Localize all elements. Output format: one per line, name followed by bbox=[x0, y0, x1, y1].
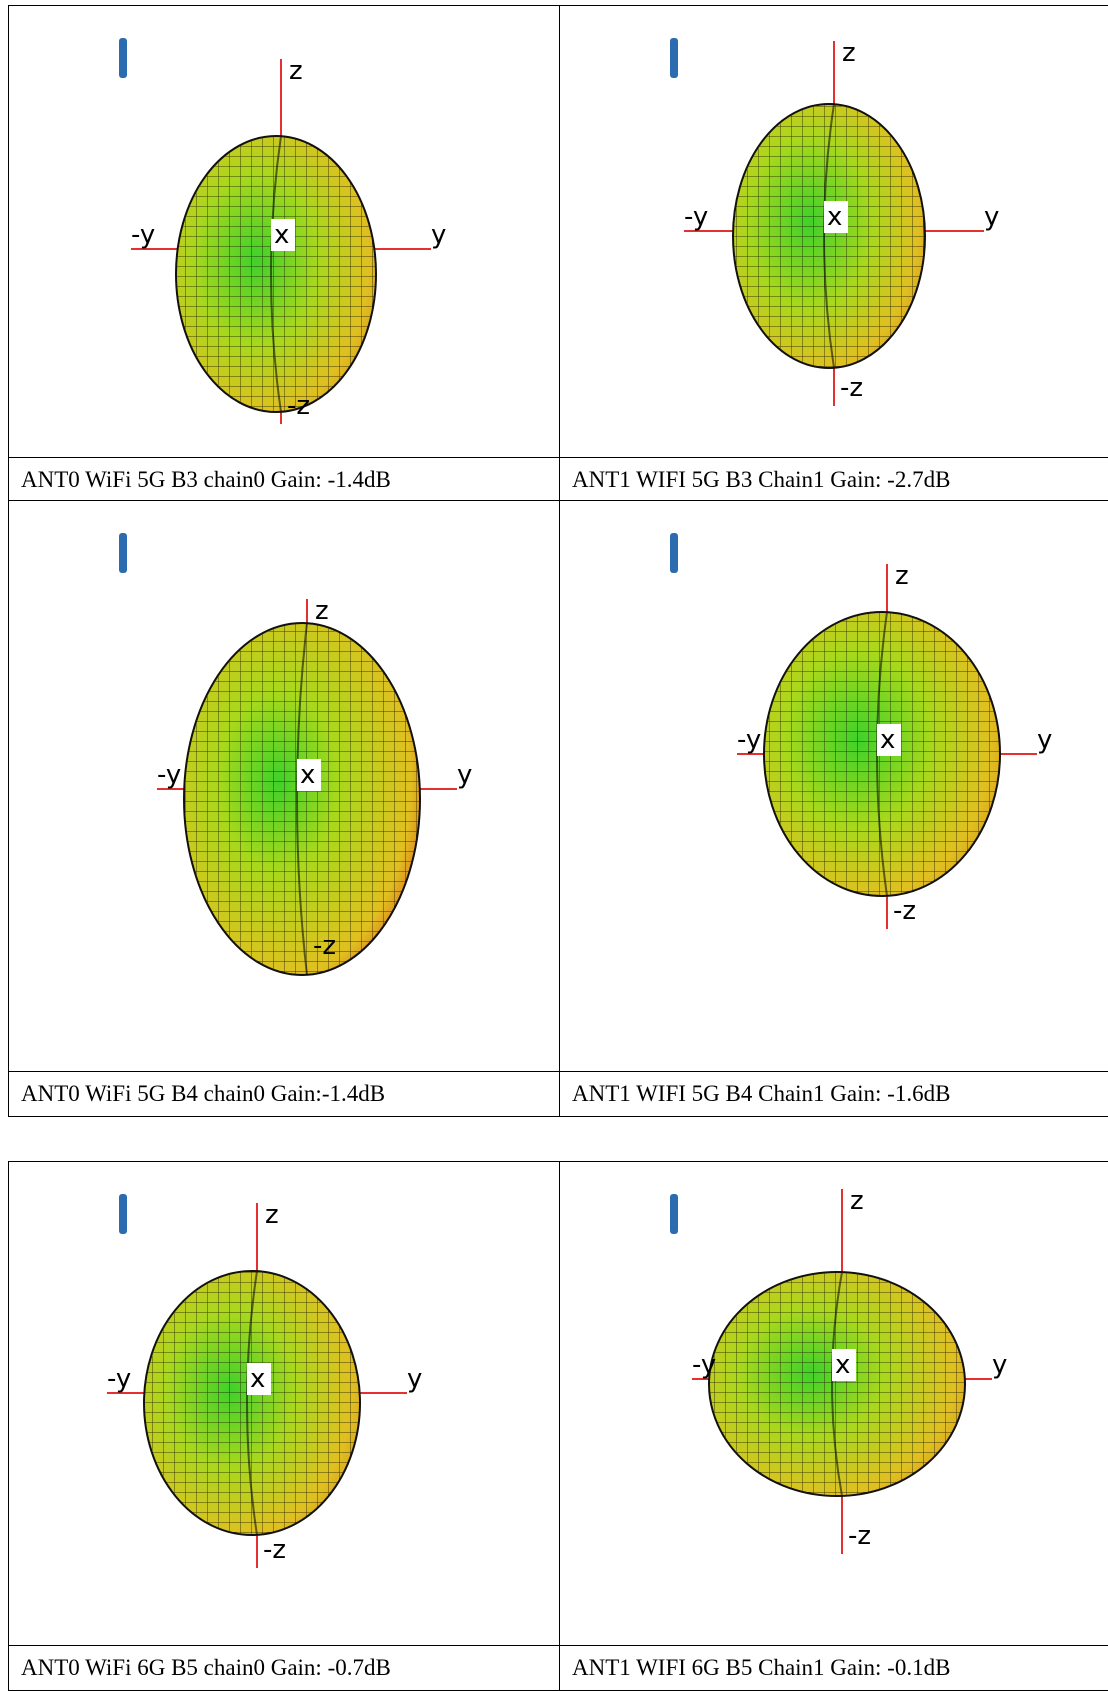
radiation-pattern: z -y y x -z bbox=[9, 1162, 560, 1646]
caption: ANT1 WIFI 6G B5 Chain1 Gain: -0.1dB bbox=[559, 1645, 1108, 1691]
axis-label: z bbox=[315, 596, 329, 626]
caption: ANT0 WiFi 6G B5 chain0 Gain: -0.7dB bbox=[8, 1645, 560, 1691]
axis-label: z bbox=[850, 1186, 864, 1216]
axis-label: -y bbox=[684, 202, 708, 232]
axis-label: z bbox=[895, 561, 909, 591]
plot-cell: z -y y x -z bbox=[559, 5, 1108, 458]
axis-label: -y bbox=[157, 760, 181, 790]
axis-label: -z bbox=[287, 391, 310, 421]
radiation-pattern: z -y y x -z bbox=[9, 501, 560, 1072]
plot-cell: z -y y x -z bbox=[559, 1161, 1108, 1646]
axis-label: x bbox=[250, 1364, 265, 1394]
antenna-icon bbox=[670, 533, 678, 573]
caption: ANT0 WiFi 5G B3 chain0 Gain: -1.4dB bbox=[8, 457, 560, 501]
antenna-icon bbox=[119, 38, 127, 78]
plot-cell: z -y y x -z bbox=[8, 5, 560, 458]
plot-cell: z -y y x -z bbox=[8, 1161, 560, 1646]
caption: ANT1 WIFI 5G B3 Chain1 Gain: -2.7dB bbox=[559, 457, 1108, 501]
axis-label: -z bbox=[263, 1535, 286, 1565]
axis-label: -z bbox=[313, 931, 336, 961]
caption: ANT0 WiFi 5G B4 chain0 Gain:-1.4dB bbox=[8, 1071, 560, 1117]
radiation-pattern: z -y y x -z bbox=[560, 501, 1108, 1072]
axis-label: z bbox=[842, 38, 856, 68]
antenna-icon bbox=[119, 533, 127, 573]
axis-label: x bbox=[827, 202, 842, 232]
radiation-pattern: z -y y x -z bbox=[9, 6, 560, 458]
axis-label: -y bbox=[692, 1350, 716, 1380]
plot-cell: z -y y x -z bbox=[559, 500, 1108, 1072]
axis-label: -y bbox=[131, 220, 155, 250]
axis-label: y bbox=[984, 202, 999, 232]
axis-label: y bbox=[992, 1350, 1007, 1380]
axis-label: -z bbox=[893, 896, 916, 926]
axis-label: x bbox=[835, 1350, 850, 1380]
axis-label: z bbox=[289, 56, 303, 86]
radiation-pattern: z -y y x -z bbox=[560, 1162, 1108, 1646]
caption: ANT1 WIFI 5G B4 Chain1 Gain: -1.6dB bbox=[559, 1071, 1108, 1117]
axis-label: y bbox=[457, 760, 472, 790]
axis-label: y bbox=[407, 1364, 422, 1394]
axis-label: z bbox=[265, 1200, 279, 1230]
plot-cell: z -y y x -z bbox=[8, 500, 560, 1072]
axis-label: -z bbox=[840, 373, 863, 403]
axis-label: x bbox=[880, 725, 895, 755]
axis-label: x bbox=[300, 760, 315, 790]
antenna-icon bbox=[670, 1194, 678, 1234]
antenna-icon bbox=[119, 1194, 127, 1234]
page: {"tables": [ {"cells": [ {"caption": "AN… bbox=[0, 0, 1108, 1663]
axis-label: -y bbox=[737, 725, 761, 755]
axis-label: -y bbox=[107, 1364, 131, 1394]
axis-label: y bbox=[431, 220, 446, 250]
radiation-pattern: z -y y x -z bbox=[560, 6, 1108, 458]
axis-label: -z bbox=[848, 1521, 871, 1551]
antenna-icon bbox=[670, 38, 678, 78]
axis-label: y bbox=[1037, 725, 1052, 755]
axis-label: x bbox=[274, 220, 289, 250]
